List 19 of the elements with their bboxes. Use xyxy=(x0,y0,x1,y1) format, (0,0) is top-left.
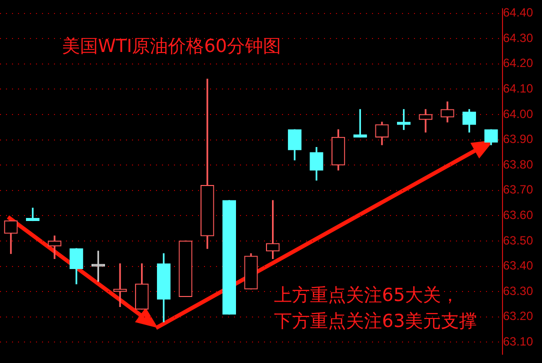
y-tick-label: 63.40 xyxy=(503,258,534,273)
candlestick xyxy=(113,263,127,308)
y-tick-label: 63.10 xyxy=(503,334,534,348)
y-tick-label: 63.80 xyxy=(503,157,534,172)
y-tick-label: 64.20 xyxy=(503,56,534,70)
y-tick-label: 64.40 xyxy=(503,6,534,20)
y-tick-label: 63.20 xyxy=(503,309,534,324)
y-tick-label: 63.60 xyxy=(503,208,534,222)
text: 美国WTI原油价格60分钟图 xyxy=(62,35,282,58)
annotation: 上方重点关注65大关， xyxy=(274,284,459,307)
y-tick-label: 64.10 xyxy=(503,81,534,96)
annotation: 下方重点关注63美元支撑 xyxy=(274,310,477,333)
candlestick xyxy=(48,236,62,259)
y-tick-label: 63.90 xyxy=(503,132,534,146)
y-tick-label: 63.50 xyxy=(503,233,534,248)
y-tick-label: 64.30 xyxy=(503,30,534,45)
y-tick-label: 63.70 xyxy=(503,182,534,197)
y-tick-label: 64.00 xyxy=(503,106,534,121)
y-tick-label: 63.30 xyxy=(503,284,534,298)
